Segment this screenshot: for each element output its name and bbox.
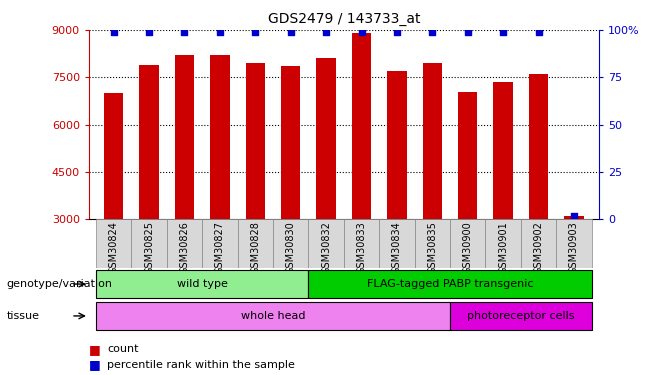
FancyBboxPatch shape: [521, 219, 556, 268]
Point: [250, 29, 261, 35]
Bar: [281, 66, 301, 219]
Text: ■: ■: [89, 358, 101, 371]
Text: count: count: [107, 345, 139, 354]
Point: [179, 29, 190, 35]
Text: GSM30830: GSM30830: [286, 221, 295, 274]
FancyBboxPatch shape: [96, 270, 309, 298]
Text: GSM30825: GSM30825: [144, 221, 154, 274]
Text: whole head: whole head: [241, 311, 305, 321]
FancyBboxPatch shape: [450, 219, 486, 268]
Text: FLAG-tagged PABP transgenic: FLAG-tagged PABP transgenic: [367, 279, 533, 289]
FancyBboxPatch shape: [202, 219, 238, 268]
Text: ■: ■: [89, 343, 101, 356]
Text: GSM30903: GSM30903: [569, 221, 579, 274]
Text: GSM30824: GSM30824: [109, 221, 118, 274]
Bar: [175, 55, 194, 219]
Text: percentile rank within the sample: percentile rank within the sample: [107, 360, 295, 369]
Text: GSM30900: GSM30900: [463, 221, 472, 274]
Point: [498, 29, 509, 35]
FancyBboxPatch shape: [450, 302, 592, 330]
FancyBboxPatch shape: [309, 270, 592, 298]
Text: tissue: tissue: [7, 311, 39, 321]
Point: [427, 29, 438, 35]
Text: GSM30828: GSM30828: [250, 221, 261, 274]
Bar: [458, 92, 478, 219]
Text: GSM30902: GSM30902: [534, 221, 544, 274]
Point: [356, 29, 367, 35]
Bar: [352, 33, 371, 219]
FancyBboxPatch shape: [238, 219, 273, 268]
Bar: [104, 93, 123, 219]
FancyBboxPatch shape: [273, 219, 309, 268]
FancyBboxPatch shape: [96, 219, 132, 268]
FancyBboxPatch shape: [415, 219, 450, 268]
FancyBboxPatch shape: [379, 219, 415, 268]
FancyBboxPatch shape: [486, 219, 521, 268]
Point: [143, 29, 154, 35]
Point: [463, 29, 473, 35]
Point: [534, 29, 544, 35]
Title: GDS2479 / 143733_at: GDS2479 / 143733_at: [268, 12, 420, 26]
Bar: [422, 63, 442, 219]
Bar: [565, 216, 584, 219]
Text: photoreceptor cells: photoreceptor cells: [467, 311, 574, 321]
FancyBboxPatch shape: [166, 219, 202, 268]
Bar: [316, 58, 336, 219]
Text: genotype/variation: genotype/variation: [7, 279, 113, 289]
Point: [109, 29, 119, 35]
Text: GSM30832: GSM30832: [321, 221, 331, 274]
Bar: [210, 55, 230, 219]
FancyBboxPatch shape: [96, 302, 450, 330]
Point: [392, 29, 402, 35]
Bar: [529, 74, 548, 219]
Text: GSM30835: GSM30835: [427, 221, 438, 274]
Point: [286, 29, 296, 35]
Bar: [139, 65, 159, 219]
Point: [569, 213, 579, 219]
FancyBboxPatch shape: [556, 219, 592, 268]
Text: wild type: wild type: [177, 279, 228, 289]
Text: GSM30833: GSM30833: [357, 221, 367, 274]
FancyBboxPatch shape: [132, 219, 166, 268]
Point: [215, 29, 225, 35]
Bar: [494, 82, 513, 219]
Point: [321, 29, 332, 35]
Text: GSM30901: GSM30901: [498, 221, 508, 274]
Text: GSM30827: GSM30827: [215, 221, 225, 274]
Text: GSM30826: GSM30826: [180, 221, 190, 274]
FancyBboxPatch shape: [343, 219, 379, 268]
Bar: [387, 71, 407, 219]
Text: GSM30834: GSM30834: [392, 221, 402, 274]
FancyBboxPatch shape: [309, 219, 343, 268]
Bar: [245, 63, 265, 219]
